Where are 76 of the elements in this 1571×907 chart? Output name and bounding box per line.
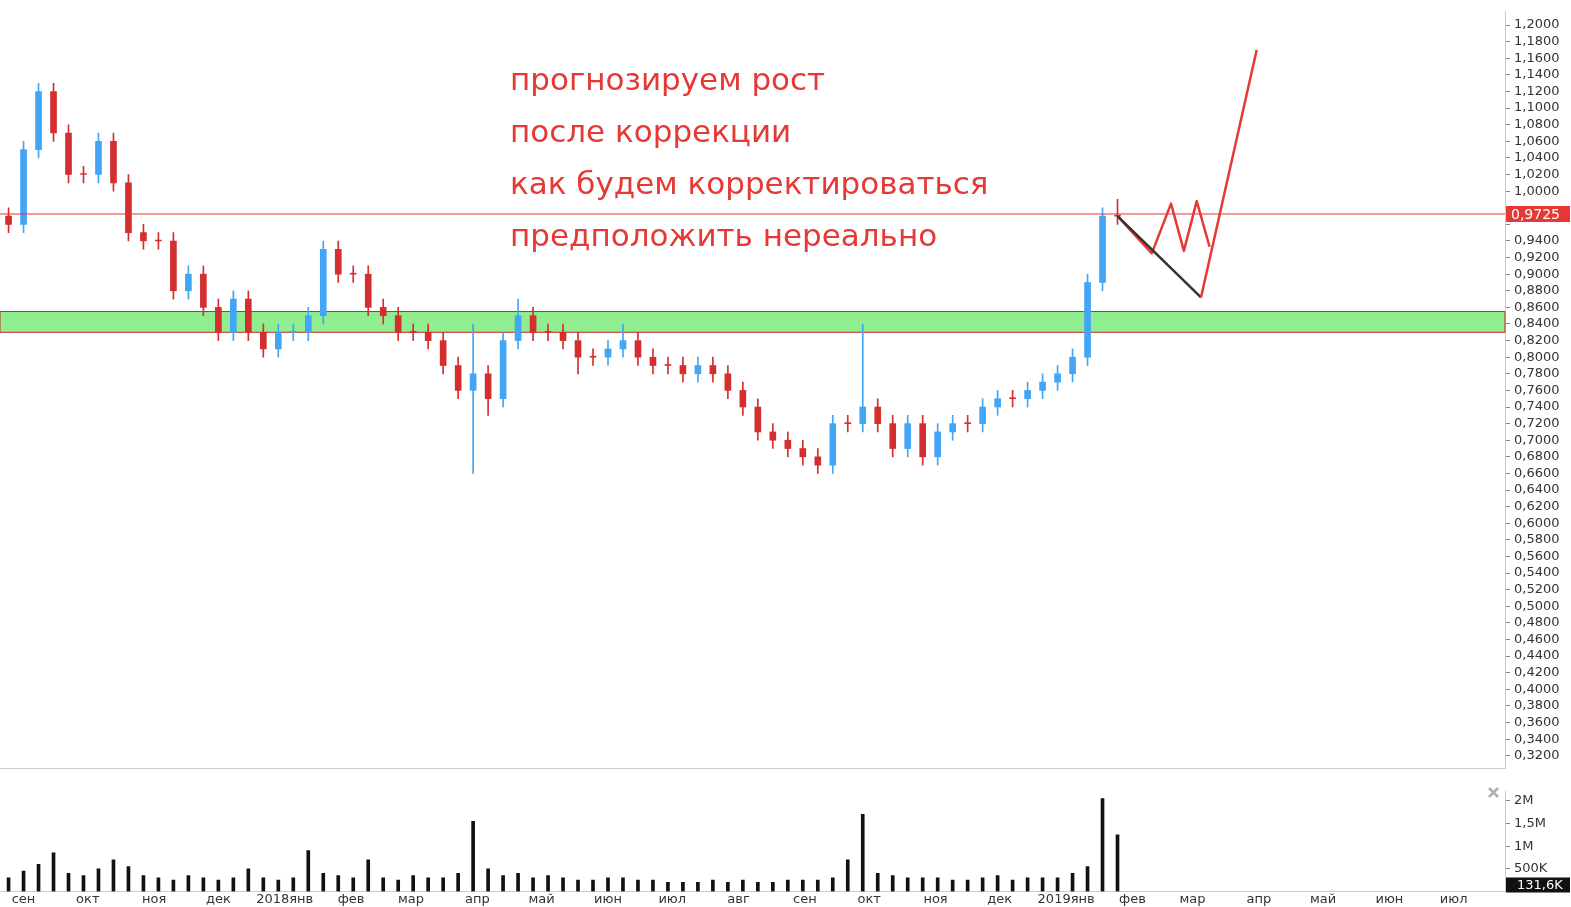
y-tick-label: 1,5M xyxy=(1514,814,1546,830)
x-tick-label: май xyxy=(1309,890,1337,906)
x-tick-label: июн xyxy=(594,890,622,906)
annotation: после коррекции xyxy=(510,113,792,149)
y-tick-label: 500K xyxy=(1514,860,1548,876)
x-tick-label: май xyxy=(528,890,555,906)
annotation: прогнозируем рост xyxy=(510,61,826,97)
y-tick-label: 0,6000 xyxy=(1514,514,1560,530)
y-tick-label: 0,4600 xyxy=(1514,630,1560,646)
y-tick-label: 0,7000 xyxy=(1514,431,1560,447)
y-tick-label: 0,8600 xyxy=(1514,298,1560,314)
y-tick-label: 0,3600 xyxy=(1514,713,1560,729)
y-tick-label: 1,0800 xyxy=(1514,116,1560,132)
x-tick-label: авг xyxy=(727,890,750,906)
y-tick-label: 0,7800 xyxy=(1514,365,1560,381)
y-tick-label: 0,8200 xyxy=(1514,331,1560,347)
y-tick-label: 2M xyxy=(1514,792,1534,808)
x-tick-label: фев xyxy=(1119,890,1146,906)
x-tick-label: ноя xyxy=(923,890,948,906)
y-tick-label: 0,6600 xyxy=(1514,464,1560,480)
y-tick-label: 0,4200 xyxy=(1514,664,1560,680)
ref-line-label: 0,9725 xyxy=(1511,205,1560,222)
annotation: предположить нереально xyxy=(510,217,938,253)
y-tick-label: 0,3400 xyxy=(1514,730,1560,746)
x-tick-label: фев xyxy=(337,890,365,906)
y-tick-label: 0,7200 xyxy=(1514,415,1560,430)
y-tick-label: 0,5600 xyxy=(1514,547,1560,563)
x-tick-label: сен xyxy=(793,890,817,906)
y-tick-label: 0,9400 xyxy=(1514,232,1560,248)
y-tick-label: 0,8000 xyxy=(1514,348,1560,364)
x-tick-label: 2019янв xyxy=(1037,890,1095,906)
y-tick-label: 0,9000 xyxy=(1514,265,1560,281)
x-tick-label: дек xyxy=(205,890,231,906)
y-tick-label: 1,2000 xyxy=(1514,16,1560,32)
y-tick-label: 1,1400 xyxy=(1514,66,1560,82)
x-tick-label: 2018янв xyxy=(256,890,314,906)
y-tick-label: 0,4800 xyxy=(1514,614,1560,630)
y-tick-label: 1,1200 xyxy=(1514,82,1560,98)
y-tick-label: 0,3800 xyxy=(1514,697,1560,713)
y-tick-label: 0,7400 xyxy=(1514,398,1560,414)
text: 131,6K xyxy=(1517,876,1564,892)
y-tick-label: 1,0000 xyxy=(1514,182,1560,198)
x-tick-label: апр xyxy=(1246,890,1272,906)
annotation: как будем корректироваться xyxy=(510,165,989,201)
x-tick-label: ноя xyxy=(142,890,167,906)
x-tick-label: сен xyxy=(11,890,36,906)
y-tick-label: 1,0200 xyxy=(1514,165,1560,181)
y-tick-label: 0,6400 xyxy=(1514,481,1560,497)
x-tick-label: июн xyxy=(1375,890,1404,906)
y-tick-label: 1,0600 xyxy=(1514,132,1560,148)
y-tick-label: 0,5200 xyxy=(1514,581,1560,597)
x-tick-label: июл xyxy=(1439,890,1468,906)
x-tick-label: мар xyxy=(1179,890,1206,906)
y-tick-label: 0,5000 xyxy=(1514,597,1560,613)
y-tick-label: 0,8400 xyxy=(1514,315,1560,331)
y-tick-label: 1,1800 xyxy=(1514,33,1560,49)
y-tick-label: 0,6200 xyxy=(1514,498,1560,514)
x-tick-label: июл xyxy=(658,890,687,906)
y-tick-label: 1,0400 xyxy=(1514,149,1560,165)
x-tick-label: окт xyxy=(76,890,100,906)
y-tick-label: 0,7600 xyxy=(1514,381,1560,397)
y-tick-label: 0,9200 xyxy=(1514,248,1560,264)
x-tick-label: мар xyxy=(398,890,425,906)
y-tick-label: 1,1600 xyxy=(1514,49,1560,65)
y-tick-label: 0,3200 xyxy=(1514,747,1560,763)
y-tick-label: 0,8800 xyxy=(1514,282,1560,298)
y-tick-label: 1M xyxy=(1514,837,1534,853)
y-tick-label: 0,6800 xyxy=(1514,448,1560,464)
x-tick-label: дек xyxy=(987,890,1013,906)
x-tick-label: апр xyxy=(465,890,490,906)
x-tick-label: окт xyxy=(857,890,882,906)
y-tick-label: 0,5800 xyxy=(1514,531,1560,547)
y-tick-label: 0,4000 xyxy=(1514,680,1560,696)
y-tick-label: 1,1000 xyxy=(1514,99,1560,115)
y-tick-label: 0,5400 xyxy=(1514,564,1560,580)
y-tick-label: 0,4400 xyxy=(1514,647,1560,663)
